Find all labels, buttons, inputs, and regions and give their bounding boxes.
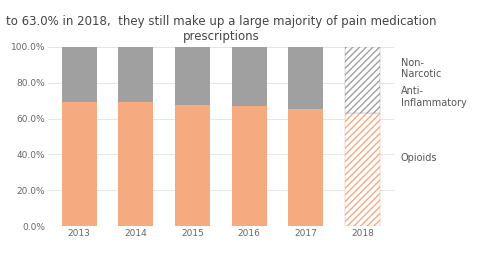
Bar (345, 113, 380, 226)
Bar (118, 47, 154, 102)
Bar (345, 47, 380, 113)
Bar (345, 47, 380, 113)
Bar (288, 47, 324, 109)
Bar (175, 105, 210, 226)
Text: Opioids: Opioids (400, 153, 437, 163)
Bar (118, 102, 154, 226)
Text: Non-
Narcotic: Non- Narcotic (400, 57, 441, 79)
Bar (231, 106, 267, 226)
Bar (345, 113, 380, 226)
Text: Anti-
Inflammatory: Anti- Inflammatory (400, 86, 466, 108)
Bar (231, 47, 267, 106)
Bar (61, 47, 97, 101)
Bar (61, 101, 97, 226)
Title: to 63.0% in 2018,  they still make up a large majority of pain medication
prescr: to 63.0% in 2018, they still make up a l… (6, 15, 436, 43)
Bar (288, 109, 324, 226)
Bar (175, 47, 210, 105)
